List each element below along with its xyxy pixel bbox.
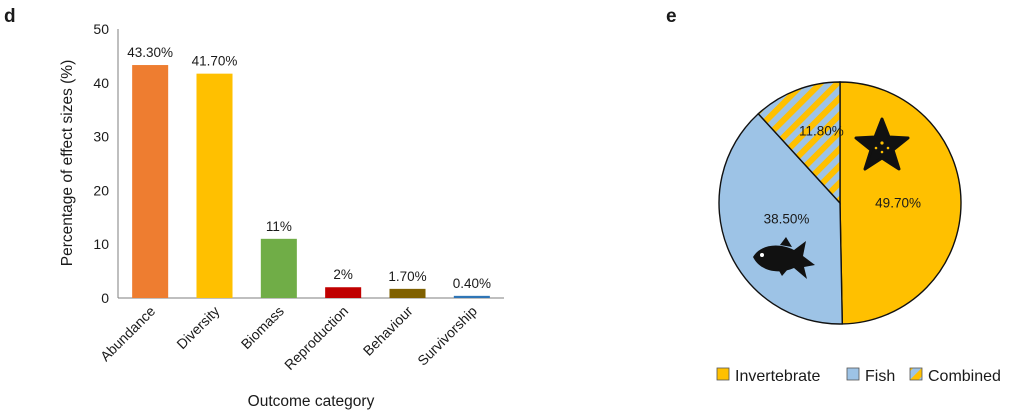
- legend-item-combined: Combined: [909, 367, 1001, 385]
- starfish-icon: [854, 117, 910, 171]
- x-axis-title: Outcome category: [248, 393, 375, 410]
- x-tick-label-abundance: Abundance: [97, 303, 159, 365]
- pie-slices: [718, 81, 962, 325]
- data-label-behaviour: 1.70%: [388, 269, 426, 284]
- y-tick-label: 50: [93, 21, 109, 37]
- x-tick-label-survivorship: Survivorship: [414, 303, 480, 369]
- data-label-abundance: 43.30%: [127, 45, 173, 60]
- pie-label-invertebrate: 49.70%: [875, 195, 921, 210]
- bar-biomass: [260, 238, 297, 298]
- bar-chart-axes: [117, 29, 504, 299]
- pie-label-fish: 38.50%: [764, 211, 810, 226]
- data-label-biomass: 11%: [266, 219, 292, 234]
- x-tick-label-biomass: Biomass: [238, 303, 287, 352]
- bar-diversity: [196, 73, 233, 299]
- legend-swatch-fish: [846, 367, 860, 381]
- data-label-reproduction: 2%: [333, 267, 353, 282]
- pie-chart: 49.70% 38.50% 11.80%: [718, 81, 962, 325]
- legend-swatch-combined: [909, 367, 923, 381]
- y-axis-title: Percentage of effect sizes (%): [59, 60, 76, 266]
- pie-slice-fish: [718, 112, 843, 325]
- y-tick-label: 0: [101, 290, 109, 306]
- x-tick-label-behaviour: Behaviour: [360, 303, 416, 359]
- y-tick-label: 40: [93, 75, 109, 91]
- y-tick-labels: 0 10 20 30 40 50: [93, 21, 109, 306]
- y-tick-label: 10: [93, 236, 109, 252]
- legend-swatch-invertebrate: [716, 367, 730, 381]
- bar-abundance: [132, 65, 169, 299]
- pie-labels: 49.70% 38.50% 11.80%: [764, 123, 921, 226]
- y-tick-label: 20: [93, 182, 109, 198]
- legend-label-fish: Fish: [865, 368, 895, 385]
- legend-item-fish: Fish: [846, 367, 895, 385]
- legend-item-invertebrate: Invertebrate: [716, 367, 820, 385]
- bar-survivorship: [453, 295, 490, 298]
- legend-label-combined: Combined: [928, 368, 1001, 385]
- pie-legend: Invertebrate Fish Combined: [716, 367, 1001, 385]
- x-tick-label-reproduction: Reproduction: [281, 303, 351, 373]
- panel-letter-e: e: [666, 6, 677, 27]
- bar-data-labels: 43.30% 41.70% 11% 2% 1.70% 0.40%: [127, 45, 491, 291]
- bar-behaviour: [389, 288, 426, 298]
- data-label-diversity: 41.70%: [192, 54, 238, 69]
- pie-label-combined: 11.80%: [799, 123, 844, 138]
- pie-slice-combined: [757, 81, 841, 205]
- y-tick-label: 30: [93, 129, 109, 145]
- bars: [132, 65, 490, 299]
- bar-reproduction: [325, 287, 362, 298]
- data-label-survivorship: 0.40%: [453, 276, 491, 291]
- fish-icon: [753, 237, 815, 279]
- x-tick-label-diversity: Diversity: [173, 303, 222, 352]
- legend-label-invertebrate: Invertebrate: [735, 368, 820, 385]
- panel-letter-d: d: [4, 6, 16, 27]
